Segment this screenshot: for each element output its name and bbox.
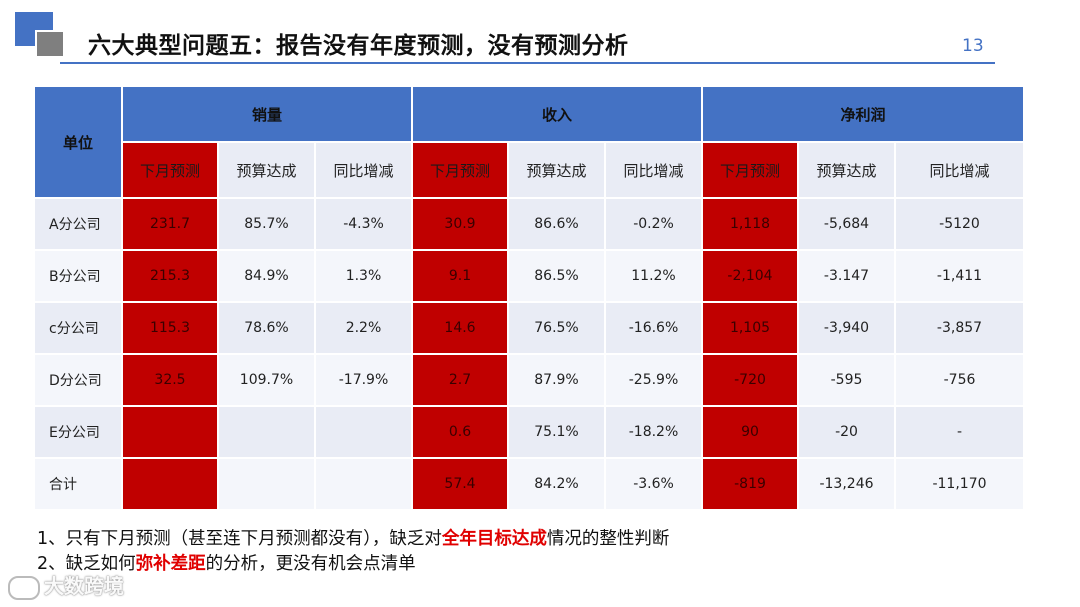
group-header-volume: 销量 xyxy=(121,85,413,143)
sub-header: 同比增减 xyxy=(894,141,1025,199)
table-cell: 215.3 xyxy=(121,249,219,303)
table-cell: -11,170 xyxy=(894,457,1025,511)
table-cell: 0.6 xyxy=(411,405,509,459)
row-unit: A分公司 xyxy=(33,197,123,251)
page-title: 六大典型问题五：报告没有年度预测，没有预测分析 xyxy=(88,33,629,59)
table-cell: 75.1% xyxy=(507,405,606,459)
sub-header: 同比增减 xyxy=(604,141,703,199)
page-number: 13 xyxy=(962,36,984,56)
table-cell: 231.7 xyxy=(121,197,219,251)
table-cell: -16.6% xyxy=(604,301,703,355)
table-cell: 84.2% xyxy=(507,457,606,511)
table-cell: 1,118 xyxy=(701,197,799,251)
sub-header: 下月预测 xyxy=(121,141,219,199)
table-cell: -13,246 xyxy=(797,457,896,511)
watermark-logo-icon xyxy=(8,575,40,600)
table-cell: 2.2% xyxy=(314,301,413,355)
note-line-2: 2、缺乏如何弥补差距的分析，更没有机会点清单 xyxy=(37,554,416,574)
table-cell: -819 xyxy=(701,457,799,511)
table-cell: 14.6 xyxy=(411,301,509,355)
table-cell: -18.2% xyxy=(604,405,703,459)
table-cell: 2.7 xyxy=(411,353,509,407)
forecast-table: 单位 销量 收入 净利润 下月预测 预算达成 同比增减 下月预测 预算达成 同比… xyxy=(33,85,1025,511)
row-unit: c分公司 xyxy=(33,301,123,355)
sub-header: 同比增减 xyxy=(314,141,413,199)
table-cell: -4.3% xyxy=(314,197,413,251)
table-cell: -595 xyxy=(797,353,896,407)
sub-header: 预算达成 xyxy=(797,141,896,199)
table-cell: -756 xyxy=(894,353,1025,407)
table-cell: -3,940 xyxy=(797,301,896,355)
row-unit: B分公司 xyxy=(33,249,123,303)
row-unit: D分公司 xyxy=(33,353,123,407)
table-cell: 9.1 xyxy=(411,249,509,303)
table-cell xyxy=(217,457,316,511)
table-cell: -3.147 xyxy=(797,249,896,303)
table-cell: 32.5 xyxy=(121,353,219,407)
logo-gray-square xyxy=(35,30,65,58)
notes: 1、只有下月预测（甚至连下月预测都没有），缺乏对全年目标达成情况的整性判断 2、… xyxy=(37,527,669,577)
table-cell xyxy=(121,405,219,459)
table-cell: -2,104 xyxy=(701,249,799,303)
table-cell: -1,411 xyxy=(894,249,1025,303)
table-cell: 11.2% xyxy=(604,249,703,303)
row-unit: 合计 xyxy=(33,457,123,511)
table-cell: -720 xyxy=(701,353,799,407)
table-cell: 109.7% xyxy=(217,353,316,407)
slide-logo xyxy=(15,12,65,58)
table-cell: 115.3 xyxy=(121,301,219,355)
table-row: E分公司 0.6 75.1% -18.2% 90 -20 - xyxy=(33,405,1025,459)
watermark: 大数跨境 xyxy=(8,570,124,600)
sub-header: 预算达成 xyxy=(507,141,606,199)
table-cell: -5120 xyxy=(894,197,1025,251)
table-cell: 78.6% xyxy=(217,301,316,355)
table-row: A分公司 231.7 85.7% -4.3% 30.9 86.6% -0.2% … xyxy=(33,197,1025,251)
note-line-1: 1、只有下月预测（甚至连下月预测都没有），缺乏对全年目标达成情况的整性判断 xyxy=(37,529,670,549)
table-cell: 90 xyxy=(701,405,799,459)
table-cell: -17.9% xyxy=(314,353,413,407)
table-cell: 57.4 xyxy=(411,457,509,511)
group-header-net-profit: 净利润 xyxy=(701,85,1025,143)
table-cell xyxy=(121,457,219,511)
table-cell: 84.9% xyxy=(217,249,316,303)
table-cell: - xyxy=(894,405,1025,459)
table-cell: -20 xyxy=(797,405,896,459)
table-cell: -5,684 xyxy=(797,197,896,251)
table-row: c分公司 115.3 78.6% 2.2% 14.6 76.5% -16.6% … xyxy=(33,301,1025,355)
sub-header: 预算达成 xyxy=(217,141,316,199)
group-header-revenue: 收入 xyxy=(411,85,703,143)
note-highlight: 全年目标达成 xyxy=(441,529,547,549)
title-divider xyxy=(60,62,995,64)
note-highlight: 弥补差距 xyxy=(135,554,206,574)
table-cell: -3,857 xyxy=(894,301,1025,355)
unit-header: 单位 xyxy=(33,85,123,199)
sub-header: 下月预测 xyxy=(411,141,509,199)
table-row: D分公司 32.5 109.7% -17.9% 2.7 87.9% -25.9%… xyxy=(33,353,1025,407)
table-cell: 30.9 xyxy=(411,197,509,251)
row-unit: E分公司 xyxy=(33,405,123,459)
table-cell: -0.2% xyxy=(604,197,703,251)
table-cell xyxy=(314,405,413,459)
table-cell: -25.9% xyxy=(604,353,703,407)
sub-header: 下月预测 xyxy=(701,141,799,199)
table-cell: 86.5% xyxy=(507,249,606,303)
table-cell: 76.5% xyxy=(507,301,606,355)
table-cell: 1,105 xyxy=(701,301,799,355)
table-cell: 86.6% xyxy=(507,197,606,251)
table-cell: 87.9% xyxy=(507,353,606,407)
table-cell xyxy=(314,457,413,511)
table-cell: 85.7% xyxy=(217,197,316,251)
table-row-total: 合计 57.4 84.2% -3.6% -819 -13,246 -11,170 xyxy=(33,457,1025,511)
table-cell: -3.6% xyxy=(604,457,703,511)
table-cell xyxy=(217,405,316,459)
table-cell: 1.3% xyxy=(314,249,413,303)
table-row: B分公司 215.3 84.9% 1.3% 9.1 86.5% 11.2% -2… xyxy=(33,249,1025,303)
